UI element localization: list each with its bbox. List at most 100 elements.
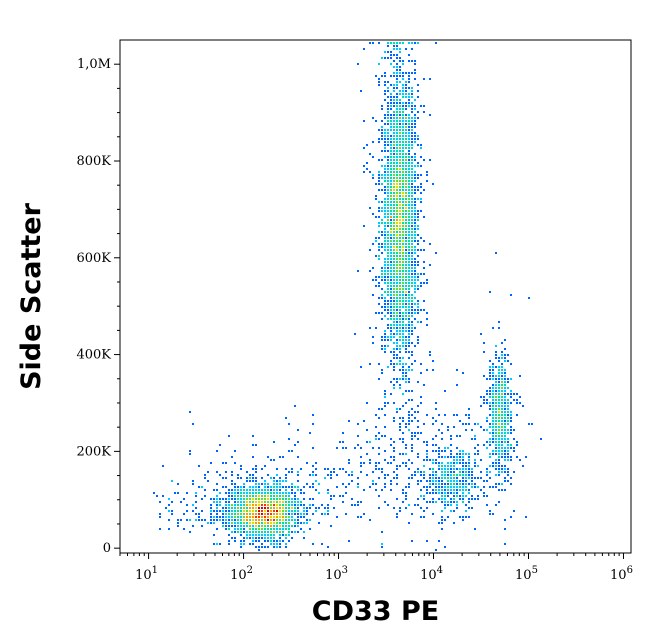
data-point bbox=[396, 339, 398, 341]
data-point bbox=[255, 492, 257, 494]
data-point bbox=[402, 201, 404, 203]
data-point bbox=[450, 477, 452, 479]
data-point bbox=[444, 504, 446, 506]
data-point bbox=[255, 477, 257, 479]
data-point bbox=[306, 519, 308, 521]
data-point bbox=[456, 504, 458, 506]
data-point bbox=[387, 222, 389, 224]
data-point bbox=[381, 372, 383, 374]
data-point bbox=[516, 456, 518, 458]
data-point bbox=[240, 501, 242, 503]
data-point bbox=[459, 420, 461, 422]
data-point bbox=[390, 237, 392, 239]
data-point bbox=[390, 309, 392, 311]
data-point bbox=[216, 513, 218, 515]
data-point bbox=[411, 300, 413, 302]
data-point bbox=[420, 474, 422, 476]
data-point bbox=[393, 153, 395, 155]
data-point bbox=[375, 426, 377, 428]
data-point bbox=[501, 444, 503, 446]
x-tick-label: 106 bbox=[610, 565, 633, 583]
data-point bbox=[393, 243, 395, 245]
data-point bbox=[414, 180, 416, 182]
data-point bbox=[402, 276, 404, 278]
data-point bbox=[408, 207, 410, 209]
data-point bbox=[282, 531, 284, 533]
data-point bbox=[300, 501, 302, 503]
data-point bbox=[384, 279, 386, 281]
data-point bbox=[498, 360, 500, 362]
data-point bbox=[306, 462, 308, 464]
data-point bbox=[405, 147, 407, 149]
data-point bbox=[396, 102, 398, 104]
data-point bbox=[255, 480, 257, 482]
data-point bbox=[255, 501, 257, 503]
data-point bbox=[405, 336, 407, 338]
data-point bbox=[222, 486, 224, 488]
data-point bbox=[417, 339, 419, 341]
data-point bbox=[396, 75, 398, 77]
data-point bbox=[363, 48, 365, 50]
data-point bbox=[432, 468, 434, 470]
data-point bbox=[297, 510, 299, 512]
data-point bbox=[243, 510, 245, 512]
data-point bbox=[486, 468, 488, 470]
data-point bbox=[387, 57, 389, 59]
data-point bbox=[402, 156, 404, 158]
data-point bbox=[384, 264, 386, 266]
data-point bbox=[384, 243, 386, 245]
data-point bbox=[399, 285, 401, 287]
data-point bbox=[507, 438, 509, 440]
data-point bbox=[390, 300, 392, 302]
data-point bbox=[255, 507, 257, 509]
x-tick-label: 103 bbox=[325, 565, 348, 583]
data-point bbox=[390, 207, 392, 209]
data-point bbox=[393, 195, 395, 197]
data-point bbox=[195, 495, 197, 497]
data-point bbox=[399, 135, 401, 137]
data-point bbox=[270, 531, 272, 533]
data-point bbox=[390, 456, 392, 458]
data-point bbox=[504, 447, 506, 449]
data-point bbox=[384, 51, 386, 53]
data-point bbox=[393, 144, 395, 146]
data-point bbox=[504, 426, 506, 428]
data-point bbox=[405, 120, 407, 122]
data-point bbox=[165, 507, 167, 509]
data-point bbox=[387, 177, 389, 179]
data-point bbox=[492, 384, 494, 386]
data-point bbox=[411, 228, 413, 230]
data-point bbox=[393, 258, 395, 260]
data-point bbox=[195, 492, 197, 494]
data-point bbox=[288, 471, 290, 473]
data-point bbox=[450, 492, 452, 494]
data-point bbox=[297, 525, 299, 527]
data-point bbox=[411, 186, 413, 188]
data-point bbox=[510, 378, 512, 380]
data-point bbox=[417, 165, 419, 167]
data-point bbox=[402, 144, 404, 146]
data-point bbox=[456, 495, 458, 497]
data-point bbox=[255, 483, 257, 485]
data-point bbox=[405, 72, 407, 74]
data-point bbox=[387, 165, 389, 167]
data-point bbox=[231, 513, 233, 515]
data-point bbox=[402, 132, 404, 134]
data-point bbox=[231, 483, 233, 485]
data-point bbox=[345, 471, 347, 473]
data-point bbox=[465, 423, 467, 425]
data-point bbox=[309, 519, 311, 521]
data-point bbox=[381, 279, 383, 281]
data-point bbox=[411, 111, 413, 113]
data-point bbox=[417, 288, 419, 290]
data-point bbox=[414, 165, 416, 167]
data-point bbox=[396, 324, 398, 326]
data-point bbox=[375, 198, 377, 200]
data-point bbox=[417, 177, 419, 179]
data-point bbox=[246, 495, 248, 497]
data-point bbox=[453, 486, 455, 488]
data-point bbox=[384, 135, 386, 137]
data-point bbox=[375, 279, 377, 281]
data-point bbox=[405, 279, 407, 281]
data-point bbox=[375, 489, 377, 491]
